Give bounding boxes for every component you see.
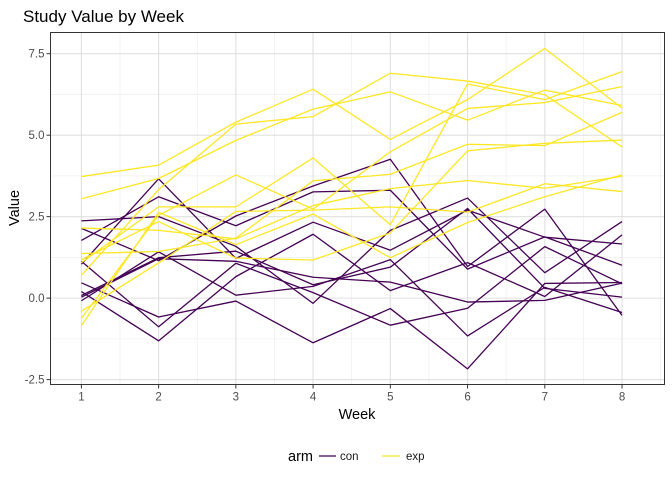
x-tick-label-0: 1: [78, 392, 84, 404]
x-axis: 1 2 3 4 5 6 7 8: [78, 384, 625, 404]
series-line-con-1: [80, 245, 623, 328]
series-line-exp-15: [81, 47, 623, 178]
y-axis-label: Value: [7, 190, 23, 226]
x-tick-label-1: 2: [155, 392, 161, 404]
legend-title: arm: [288, 449, 313, 465]
series-line-exp-18: [81, 183, 623, 312]
y-tick-label-4: 7.5: [29, 49, 45, 61]
grid-major: [50, 32, 665, 385]
legend: arm con exp: [288, 449, 425, 465]
series-line-exp-14: [80, 72, 623, 276]
x-tick-label-7: 8: [619, 392, 625, 404]
y-tick-label-2: 2.5: [29, 212, 45, 224]
series-line-con-0: [81, 233, 623, 342]
x-axis-label: Week: [339, 407, 377, 423]
series-line-exp-19: [81, 70, 623, 264]
series-line-exp-17: [81, 111, 623, 255]
y-axis: -2.5 0.0 2.5 5.0 7.5: [25, 49, 51, 387]
series-line-exp-10: [81, 89, 623, 200]
series-line-con-5: [81, 197, 623, 304]
series-line-exp-11: [80, 174, 623, 326]
y-tick-label-0: -2.5: [25, 375, 45, 387]
series-line-con-9: [81, 158, 623, 316]
plot-border: [50, 32, 665, 385]
series-line-con-8: [81, 207, 623, 298]
x-tick-label-2: 3: [233, 392, 239, 404]
legend-label-exp: exp: [406, 451, 425, 463]
series-line-exp-16: [81, 139, 623, 261]
chart-title: Study Value by Week: [23, 7, 184, 26]
series-line-exp-13: [80, 85, 623, 319]
y-tick-label-3: 5.0: [29, 130, 45, 142]
y-tick-label-1: 0.0: [29, 293, 45, 305]
series-line-exp-12: [81, 175, 623, 240]
x-tick-label-3: 4: [310, 392, 317, 404]
series-line-con-7: [81, 251, 623, 337]
x-tick-label-5: 6: [464, 392, 470, 404]
x-tick-label-6: 7: [542, 392, 548, 404]
series-lines: [80, 47, 623, 370]
series-line-con-4: [81, 281, 623, 370]
legend-label-con: con: [340, 451, 359, 463]
x-tick-label-4: 5: [387, 392, 393, 404]
